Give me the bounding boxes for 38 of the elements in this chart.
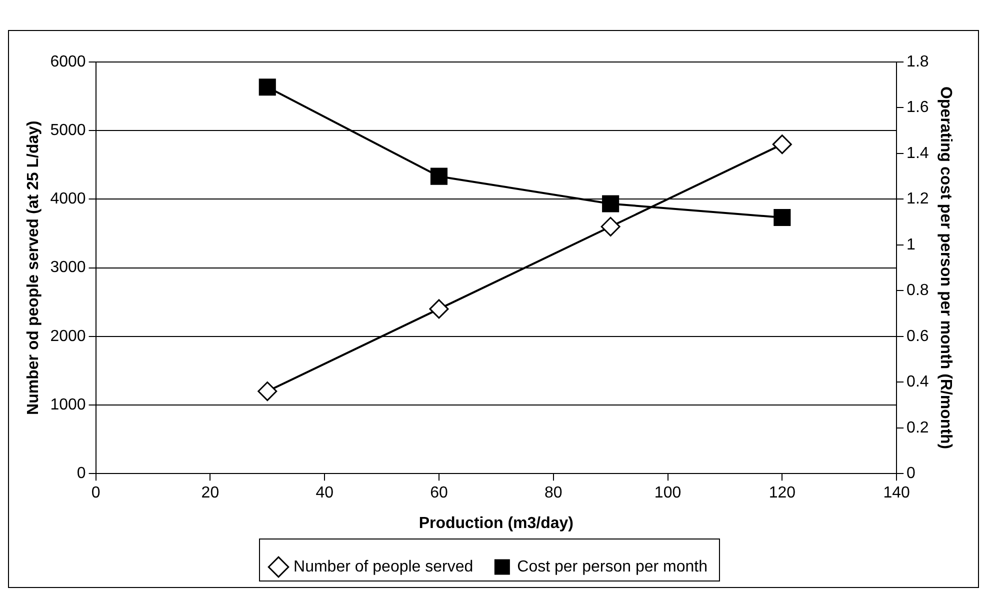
y2-tick-label: 1.8 (906, 53, 929, 70)
x-tick-label: 100 (654, 484, 682, 502)
x-tick-label: 0 (91, 484, 100, 502)
x-tick-label: 20 (201, 484, 220, 502)
point (774, 208, 791, 226)
x-tick-label: 140 (883, 484, 910, 502)
y-tick-label: 4000 (50, 190, 86, 208)
y2-tick-label: 1 (906, 236, 916, 254)
y2-tick-label: 0.2 (906, 419, 929, 436)
y-tick-label: 0 (76, 465, 86, 482)
legend-label: Cost per person per month (517, 558, 708, 576)
legend-label: Number of people served (294, 558, 474, 576)
y-tick-label: 3000 (50, 259, 86, 276)
x-tick-label: 120 (768, 484, 796, 502)
point (602, 195, 620, 212)
y2-tick-label: 1.2 (906, 190, 929, 208)
point (258, 78, 276, 96)
x-axis-title: Production (m3/day) (418, 514, 574, 532)
point (772, 134, 792, 154)
y2-tick-label: 0.6 (906, 328, 929, 345)
y-tick-label: 5000 (50, 122, 86, 140)
x-tick-label: 60 (430, 484, 448, 502)
y-tick-label: 6000 (50, 53, 86, 70)
y2-tick-label: 0 (906, 465, 916, 482)
y-axis-title: Number od people served (at 25 L/day) (25, 120, 42, 415)
y2-tick-label: 1.4 (906, 144, 929, 162)
point (430, 168, 448, 185)
y2-tick-label: 0.8 (906, 282, 929, 300)
y2-tick-label: 0.4 (906, 374, 929, 391)
y2-axis-title: Operating cost per person per month (R/month) (936, 86, 954, 450)
x-tick-label: 40 (316, 484, 334, 502)
x-tick-label: 80 (544, 484, 562, 502)
point (429, 299, 449, 319)
y-tick-label: 1000 (50, 396, 86, 414)
y-tick-label: 2000 (50, 328, 86, 345)
y2-tick-label: 1.6 (906, 99, 929, 116)
point (258, 382, 278, 402)
point (600, 216, 620, 236)
